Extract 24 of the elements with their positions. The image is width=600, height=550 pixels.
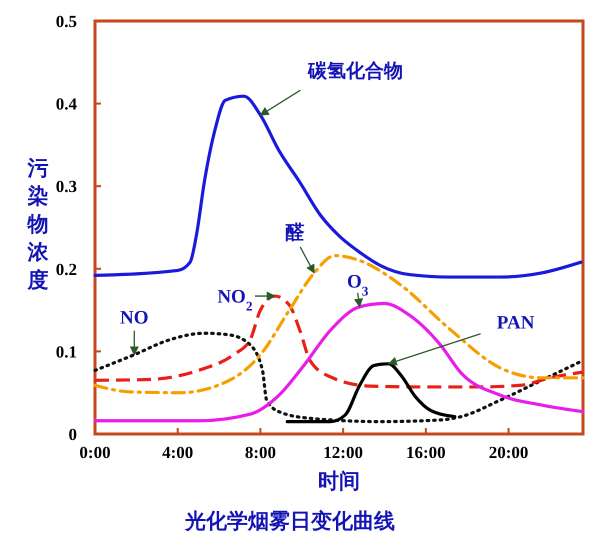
series-label: NO <box>120 307 149 328</box>
text: PAN <box>496 312 535 334</box>
x-axis-title: 时间 <box>318 469 360 493</box>
y-tick-label: 0.3 <box>56 177 77 196</box>
x-tick-label: 4:00 <box>162 443 194 462</box>
line-series <box>93 254 585 394</box>
series-label: NO$_{2}$ <box>217 286 253 314</box>
y-tick-label: 0.5 <box>56 12 77 31</box>
series-label: O$_{3}$ <box>346 271 369 298</box>
y-tick-label: 0.2 <box>56 260 77 279</box>
text: 碳氢化合物 <box>306 60 403 82</box>
y-tick-label: 0.1 <box>56 342 77 362</box>
y-tick-label: 0.4 <box>56 94 78 114</box>
line-series <box>286 362 456 424</box>
x-tick-label: 8:00 <box>244 443 276 462</box>
text: 光化学烟雾日变化曲线 <box>184 509 395 533</box>
y-tick-label: 0 <box>68 424 77 444</box>
x-tick-label: 12:00 <box>323 443 363 462</box>
line-series <box>93 302 585 422</box>
x-tick-label: 0:00 <box>79 443 111 462</box>
x-tick-label: 16:00 <box>406 443 446 462</box>
y-axis-title: 污染物浓度 <box>26 156 50 292</box>
x-tick-label: 20:00 <box>488 443 528 462</box>
series-label: 醛 <box>286 222 306 244</box>
